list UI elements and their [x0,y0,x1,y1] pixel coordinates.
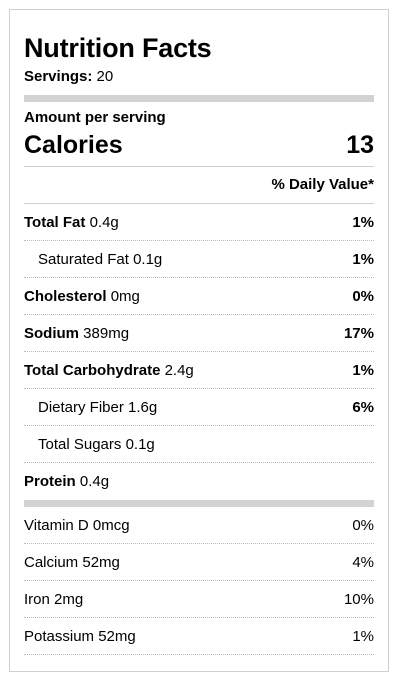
nutrient-row: Cholesterol 0mg 0% [24,278,374,315]
nutrient-name: Dietary Fiber [38,398,124,416]
label-title: Nutrition Facts [24,33,212,63]
nutrient-amount: 0.4g [89,213,119,231]
calories-label: Calories [24,131,123,159]
nutrient-name: Total Fat [24,213,86,231]
vitamin-row: Potassium 52mg 1% [24,618,374,655]
vitamin-amount: 52mg [98,627,136,645]
vitamin-name-cell: Potassium 52mg [24,628,136,645]
nutrient-name: Cholesterol [24,287,107,305]
nutrient-daily-value: 6% [352,398,374,416]
daily-value-header: % Daily Value* [24,167,374,204]
nutrient-name-cell: Protein 0.4g [24,473,109,490]
nutrient-row: Dietary Fiber 1.6g 6% [24,389,374,426]
vitamin-row: Vitamin D 0mcg 0% [24,507,374,544]
nutrient-daily-value: 1% [352,213,374,231]
nutrient-name: Sodium [24,324,79,342]
vitamin-daily-value: 10% [343,590,374,608]
nutrient-row: Sodium 389mg 17% [24,315,374,352]
nutrient-amount: 0.1g [133,250,163,268]
nutrient-amount: 1.6g [128,398,158,416]
vitamin-name: Vitamin D [24,516,89,534]
nutrient-row: Total Sugars 0.1g [24,426,374,463]
nutrient-row: Saturated Fat 0.1g 1% [24,241,374,278]
vitamin-name-cell: Vitamin D 0mcg [24,517,130,534]
nutrient-list: Total Fat 0.4g 1% Saturated Fat 0.1g 1% Chol… [24,204,374,500]
nutrient-daily-value: 0% [352,287,374,305]
nutrient-row: Total Carbohydrate 2.4g 1% [24,352,374,389]
nutrient-row: Protein 0.4g [24,463,374,500]
vitamin-name: Iron [24,590,50,608]
nutrient-name: Total Carbohydrate [24,361,161,379]
vitamin-amount: 2mg [54,590,84,608]
amount-per-serving: Amount per serving [24,109,166,126]
nutrient-name: Saturated Fat [38,250,129,268]
nutrient-daily-value: 1% [352,361,374,379]
vitamin-name: Calcium [24,553,79,571]
nutrient-name-cell: Total Fat 0.4g [24,214,119,231]
vitamin-amount: 0mcg [92,516,130,534]
nutrition-facts-label: Nutrition Facts Servings: 20 Amount per … [9,9,389,672]
nutrient-amount: 0mg [110,287,140,305]
vitamin-name-cell: Calcium 52mg [24,554,120,571]
calories-value: 13 [346,131,374,159]
nutrient-amount: 389mg [83,324,130,342]
nutrient-amount: 0.4g [79,473,110,490]
nutrient-name: Protein [24,473,76,490]
vitamin-row: Calcium 52mg 4% [24,544,374,581]
nutrient-row: Total Fat 0.4g 1% [24,204,374,241]
nutrient-name: Total Sugars [38,435,122,453]
servings-label: Servings: [24,68,93,85]
middle-divider-bar [24,500,374,507]
vitamin-row: Iron 2mg 10% [24,581,374,618]
nutrient-amount: 0.1g [125,435,155,453]
vitamin-daily-value: 1% [352,627,374,645]
nutrient-name-cell: Saturated Fat 0.1g [24,251,162,268]
top-divider-bar [24,95,374,102]
vitamin-daily-value: 4% [352,553,374,571]
servings-line: Servings: 20 [24,68,374,86]
nutrient-amount: 2.4g [164,361,194,379]
vitamin-name-cell: Iron 2mg [24,591,83,608]
vitamin-daily-value: 0% [352,516,374,534]
servings-value: 20 [96,68,114,85]
nutrient-name-cell: Total Sugars 0.1g [24,436,155,453]
nutrient-name-cell: Cholesterol 0mg [24,288,140,305]
nutrient-name-cell: Dietary Fiber 1.6g [24,399,157,416]
nutrient-daily-value: 1% [352,250,374,268]
calories-row: Calories 13 [24,130,374,167]
nutrient-name-cell: Sodium 389mg [24,325,129,342]
nutrient-name-cell: Total Carbohydrate 2.4g [24,362,194,379]
nutrient-daily-value: 17% [343,324,374,342]
vitamin-amount: 52mg [82,553,120,571]
vitamin-name: Potassium [24,627,95,645]
vitamin-list: Vitamin D 0mcg 0% Calcium 52mg 4% Iron 2mg 10… [24,507,374,655]
